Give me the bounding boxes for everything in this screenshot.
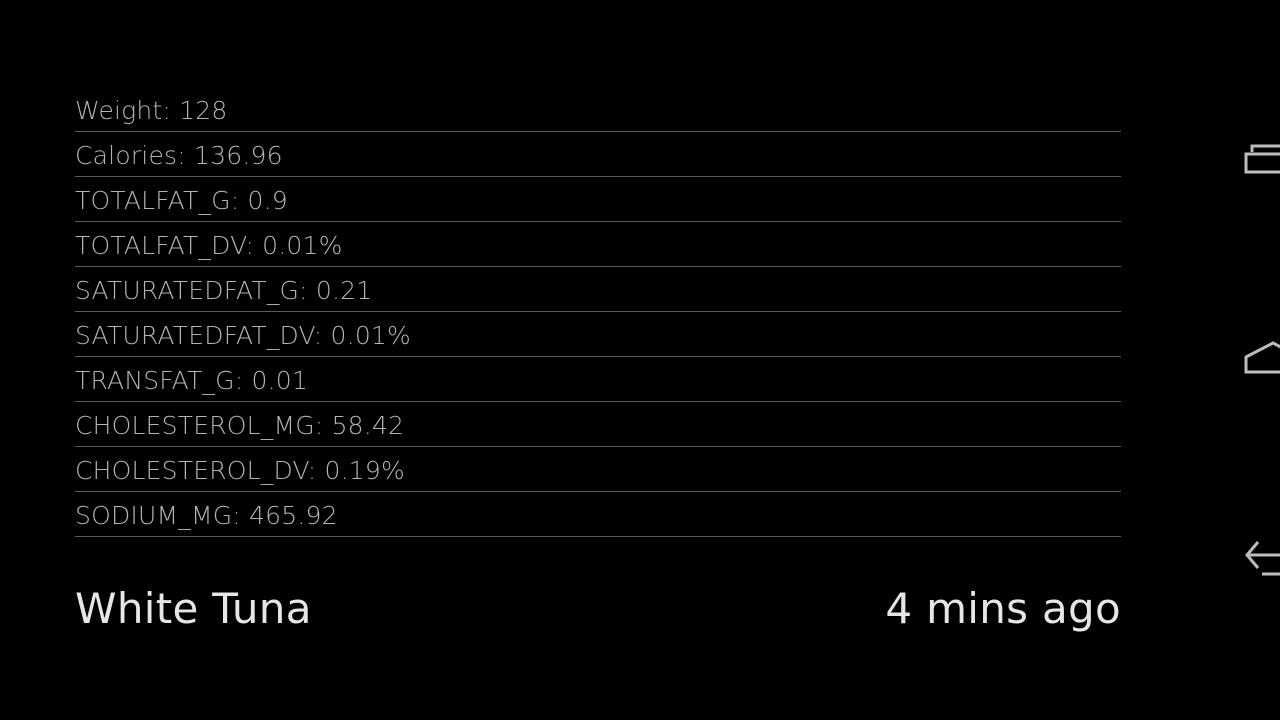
recent-apps-icon <box>1244 144 1280 174</box>
nutrient-row-totalfat-g: TOTALFAT_G: 0.9 <box>75 177 1121 222</box>
nutrient-row-cholesterol-mg: CHOLESTEROL_MG: 58.42 <box>75 402 1121 447</box>
recent-apps-button[interactable] <box>1242 132 1280 192</box>
nutrient-row-cholesterol-dv: CHOLESTEROL_DV: 0.19% <box>75 447 1121 492</box>
home-button[interactable] <box>1242 330 1280 390</box>
timestamp: 4 mins ago <box>885 583 1121 633</box>
system-nav-bar <box>1160 0 1280 720</box>
back-icon <box>1245 541 1280 576</box>
card-footer: White Tuna 4 mins ago <box>75 578 1121 638</box>
nutrient-row-weight: Weight: 128 <box>75 88 1121 132</box>
nutrient-row-saturatedfat-dv: SATURATEDFAT_DV: 0.01% <box>75 312 1121 357</box>
nutrition-card: Weight: 128 Calories: 136.96 TOTALFAT_G:… <box>75 88 1121 537</box>
nutrient-row-transfat-g: TRANSFAT_G: 0.01 <box>75 357 1121 402</box>
home-icon <box>1244 341 1280 374</box>
nutrient-row-totalfat-dv: TOTALFAT_DV: 0.01% <box>75 222 1121 267</box>
back-button[interactable] <box>1242 530 1280 590</box>
nutrient-row-calories: Calories: 136.96 <box>75 132 1121 177</box>
food-name: White Tuna <box>75 583 312 633</box>
nutrient-list: Weight: 128 Calories: 136.96 TOTALFAT_G:… <box>75 88 1121 537</box>
nutrient-row-saturatedfat-g: SATURATEDFAT_G: 0.21 <box>75 267 1121 312</box>
nutrient-row-sodium-mg: SODIUM_MG: 465.92 <box>75 492 1121 537</box>
